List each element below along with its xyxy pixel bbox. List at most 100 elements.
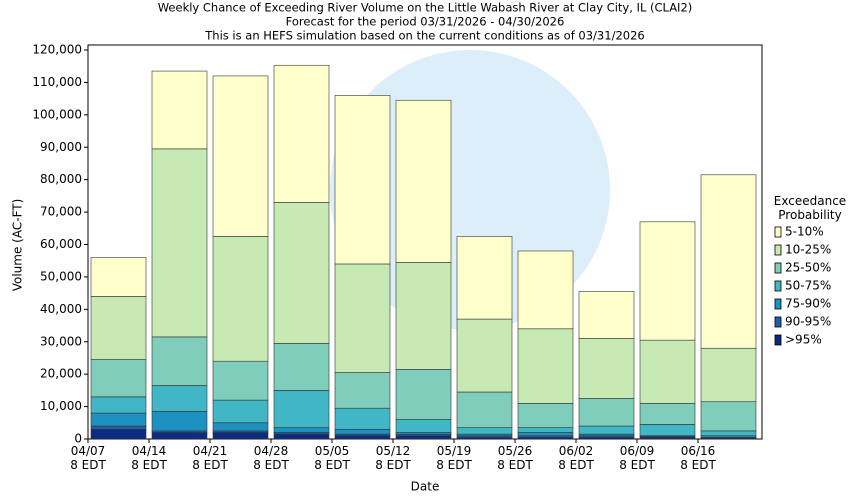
- bar-segment: [212, 422, 269, 432]
- chart-note: This is an HEFS simulation based on the …: [204, 29, 644, 43]
- bar-segment: [151, 432, 208, 440]
- x-tick-label: 04/28 8 EDT: [253, 444, 289, 472]
- y-tick-label: 60,000: [40, 237, 82, 251]
- y-tick-label: 0: [74, 432, 82, 446]
- y-tick-label: 70,000: [40, 205, 82, 219]
- legend-swatch: [774, 226, 782, 238]
- x-tick-label: 05/12 8 EDT: [375, 444, 411, 472]
- bar-segment: [395, 369, 452, 420]
- x-tick-label: 04/07 8 EDT: [70, 444, 106, 472]
- bar-segment: [90, 359, 147, 398]
- legend-swatch: [774, 298, 782, 310]
- bar-segment: [395, 99, 452, 263]
- legend-label: 90-95%: [785, 315, 831, 329]
- bar-segment: [273, 64, 330, 203]
- bar-segment: [273, 202, 330, 344]
- bar-segment: [517, 432, 574, 437]
- bar-segment: [90, 428, 147, 440]
- bar-segment: [395, 435, 452, 440]
- x-tick-label: 06/09 8 EDT: [619, 444, 655, 472]
- bar-segment: [395, 419, 452, 433]
- bar-segment: [151, 336, 208, 386]
- bar-segment: [151, 385, 208, 412]
- chart-title: Weekly Chance of Exceeding River Volume …: [158, 1, 693, 15]
- y-tick-label: 10,000: [40, 399, 82, 413]
- bar-segment: [90, 396, 147, 414]
- x-tick-label: 05/19 8 EDT: [436, 444, 472, 472]
- legend-title: Exceedance Probability: [774, 194, 846, 222]
- x-tick-label: 04/14 8 EDT: [131, 444, 167, 472]
- legend-swatch: [774, 262, 782, 274]
- bar-segment: [517, 403, 574, 428]
- bar-segment: [151, 411, 208, 432]
- legend-label: 5-10%: [785, 225, 824, 239]
- bar-segment: [639, 403, 696, 425]
- bar-segment: [578, 291, 635, 339]
- x-tick-label: 05/26 8 EDT: [497, 444, 533, 472]
- y-tick-label: 110,000: [32, 75, 82, 89]
- legend-swatch: [774, 280, 782, 292]
- bar-segment: [334, 263, 391, 373]
- x-tick-label: 04/21 8 EDT: [192, 444, 228, 472]
- bar-segment: [456, 236, 513, 320]
- x-tick-label: 05/05 8 EDT: [314, 444, 350, 472]
- legend-swatch: [774, 334, 782, 346]
- bar-segment: [517, 250, 574, 330]
- x-tick-label: 06/02 8 EDT: [558, 444, 594, 472]
- bar-segment: [212, 399, 269, 424]
- bar-segment: [700, 174, 757, 349]
- y-tick-label: 30,000: [40, 334, 82, 348]
- bar-segment: [90, 412, 147, 427]
- legend-label: 50-75%: [785, 279, 831, 293]
- legend-label: 75-90%: [785, 297, 831, 311]
- bar-segment: [456, 427, 513, 435]
- bar-segment: [273, 390, 330, 428]
- y-tick-label: 20,000: [40, 367, 82, 381]
- y-tick-label: 90,000: [40, 140, 82, 154]
- bar-segment: [639, 221, 696, 341]
- bar-segment: [700, 347, 757, 403]
- bar-segment: [456, 391, 513, 428]
- x-tick-label: 06/16 8 EDT: [680, 444, 716, 472]
- legend-label: >95%: [785, 333, 822, 347]
- y-tick-label: 120,000: [32, 43, 82, 57]
- bar-segment: [273, 343, 330, 391]
- y-tick-label: 100,000: [32, 107, 82, 121]
- chart-subtitle: Forecast for the period 03/31/2026 - 04/…: [286, 15, 565, 29]
- bar-segment: [212, 360, 269, 401]
- bar-segment: [334, 372, 391, 409]
- bar-segment: [639, 339, 696, 404]
- y-tick-label: 40,000: [40, 302, 82, 316]
- bar-segment: [334, 428, 391, 435]
- bar-segment: [395, 262, 452, 370]
- bar-segment: [578, 425, 635, 435]
- bar-segment: [212, 432, 269, 440]
- bar-segment: [700, 401, 757, 432]
- bar-segment: [90, 257, 147, 297]
- y-axis-label: Volume (AC-FT): [11, 199, 25, 292]
- bar-segment: [90, 296, 147, 360]
- bar-segment: [517, 328, 574, 404]
- bar-segment: [212, 236, 269, 362]
- bar-segment: [273, 433, 330, 440]
- bar-segment: [578, 398, 635, 427]
- y-tick-label: 50,000: [40, 269, 82, 283]
- bar-segment: [578, 338, 635, 399]
- bar-segment: [334, 95, 391, 265]
- legend-label: 10-25%: [785, 243, 831, 257]
- bar-segment: [700, 430, 757, 437]
- bar-segment: [456, 318, 513, 393]
- y-tick-label: 80,000: [40, 172, 82, 186]
- bar-segment: [517, 427, 574, 433]
- x-axis-label: Date: [411, 480, 440, 494]
- bar-segment: [639, 424, 696, 437]
- bar-segment: [334, 407, 391, 430]
- bar-segment: [334, 435, 391, 440]
- bar-segment: [212, 75, 269, 237]
- bar-segment: [151, 148, 208, 338]
- legend-swatch: [774, 244, 782, 256]
- bar-segment: [151, 70, 208, 150]
- legend-label: 25-50%: [785, 261, 831, 275]
- legend-swatch: [774, 316, 782, 328]
